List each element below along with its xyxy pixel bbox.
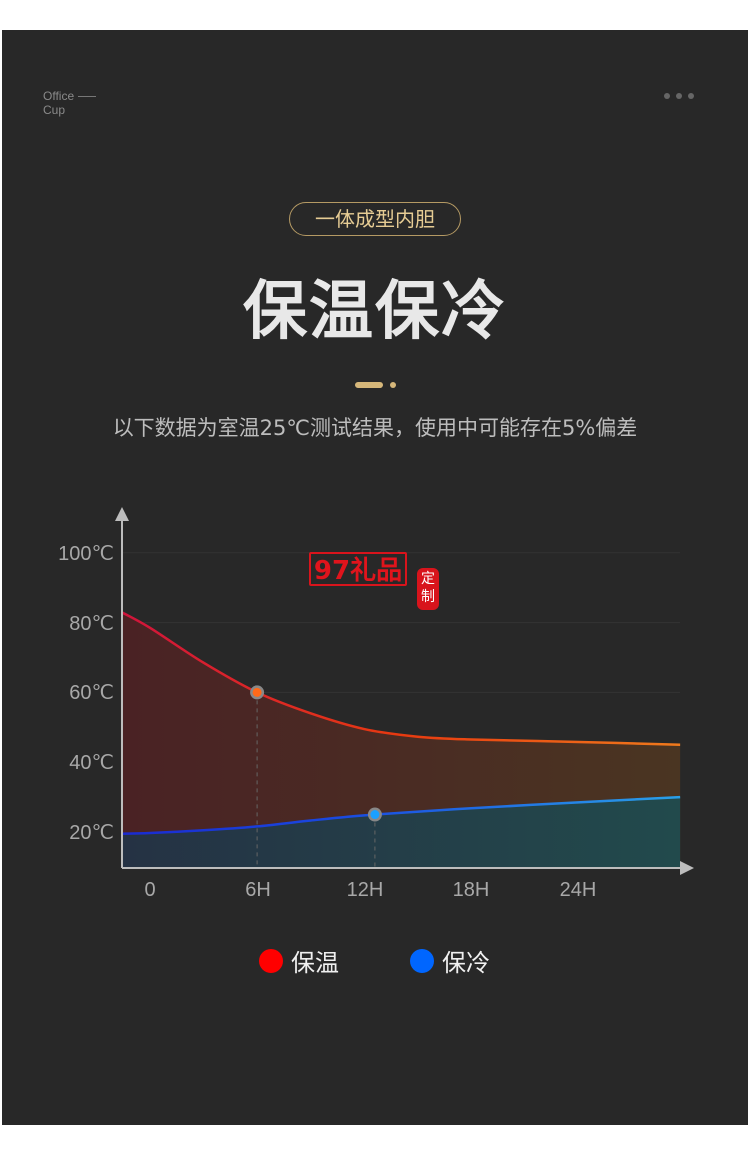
legend-item-hot: 保温 bbox=[259, 943, 339, 978]
legend-swatch-hot bbox=[259, 948, 283, 973]
x-tick-label: 6H bbox=[245, 879, 271, 901]
y-tick-label: 60℃ bbox=[69, 682, 114, 704]
brand-dash bbox=[78, 96, 97, 98]
legend-label-cold: 保冷 bbox=[442, 949, 490, 977]
y-tick-label: 40℃ bbox=[69, 752, 114, 774]
divider-bar bbox=[355, 382, 383, 388]
y-tick-label: 100℃ bbox=[58, 543, 114, 565]
subtitle: 以下数据为室温25℃测试结果，使用中可能存在5%偏差 bbox=[112, 416, 638, 440]
x-axis-arrow bbox=[680, 861, 694, 875]
y-tick-label: 80℃ bbox=[69, 613, 114, 635]
legend-swatch-cold bbox=[410, 948, 434, 973]
temperature-chart bbox=[115, 507, 694, 875]
legend-item-cold: 保冷 bbox=[410, 943, 490, 978]
y-axis-arrow bbox=[115, 507, 129, 521]
y-tick-label: 20℃ bbox=[69, 822, 114, 844]
x-tick-label: 18H bbox=[452, 879, 490, 901]
watermark-seal: 定制 bbox=[417, 568, 439, 610]
x-tick-label: 12H bbox=[346, 879, 384, 901]
series-cold-line bbox=[121, 795, 681, 835]
legend-label-hot: 保温 bbox=[291, 949, 339, 977]
x-tick-label: 24H bbox=[559, 879, 597, 901]
data-point bbox=[252, 687, 262, 697]
more-dots-icon bbox=[664, 93, 694, 99]
series-hot-line bbox=[120, 611, 681, 746]
series-cold-area bbox=[121, 797, 681, 868]
watermark-stamp: 97礼品 bbox=[309, 552, 407, 586]
feature-badge: 一体成型内胆 bbox=[289, 202, 461, 236]
page-title: 保温保冷 bbox=[243, 275, 507, 349]
brand-line-2: Cup bbox=[43, 103, 66, 117]
poster-panel bbox=[2, 30, 748, 1125]
divider-dot bbox=[390, 382, 396, 388]
brand-line-1: Office bbox=[43, 89, 75, 103]
brand-label: Office Cup bbox=[43, 89, 97, 117]
x-tick-label: 0 bbox=[144, 879, 156, 901]
data-point bbox=[370, 810, 380, 820]
